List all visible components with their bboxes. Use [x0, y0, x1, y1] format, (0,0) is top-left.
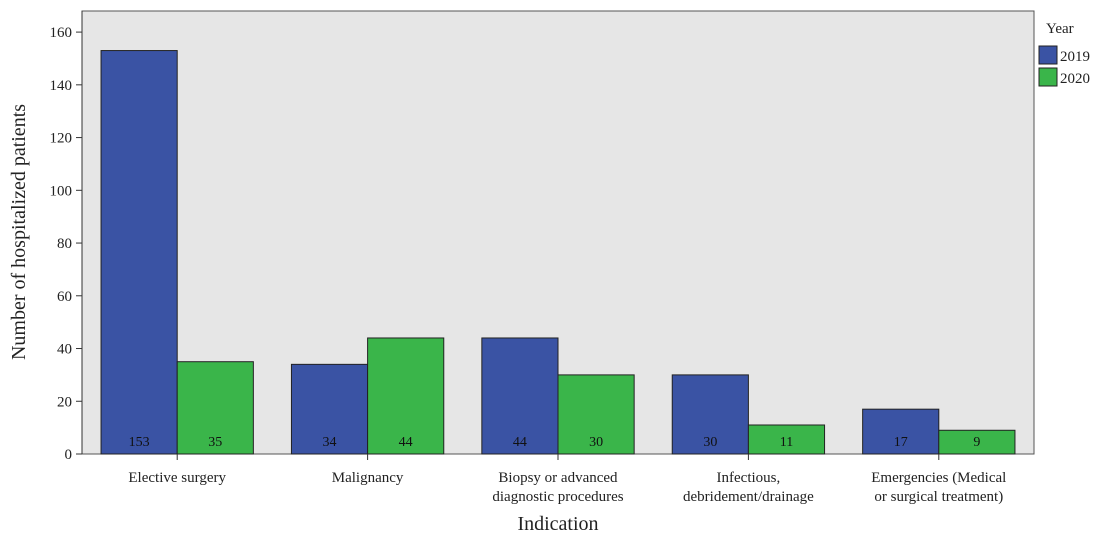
bar-2019	[100, 50, 178, 455]
bar-2019	[290, 363, 369, 455]
y-axis: 0 20 40 60 80 100 120 140 160	[50, 11, 83, 463]
bar-2019	[862, 408, 940, 455]
bar-2019	[481, 337, 559, 455]
x-category-label-line: Biopsy or advanced	[498, 470, 618, 486]
x-category-label-line: or surgical treatment)	[874, 489, 1003, 505]
y-tick-label: 100	[50, 183, 73, 199]
y-tick-label: 40	[57, 342, 72, 358]
bar-labels: 153 35 34 44 44 30 30 11 17 9	[129, 435, 981, 450]
bar-2020	[557, 374, 635, 455]
x-category-label-line: Elective surgery	[128, 470, 226, 486]
legend-title: Year	[1046, 21, 1074, 37]
bar-value-label: 34	[323, 435, 337, 450]
y-tick-label: 160	[50, 25, 73, 41]
bar-2020	[176, 361, 254, 455]
bar-value-label: 30	[703, 435, 717, 450]
bar-2020	[367, 337, 445, 455]
x-category-label: Infectious, debridement/drainage	[683, 470, 814, 505]
bar-value-label: 17	[894, 435, 908, 450]
legend-swatch-2020	[1038, 67, 1058, 87]
y-tick-label: 120	[50, 131, 73, 147]
x-category-label-line: Malignancy	[332, 470, 404, 486]
bar-2020	[747, 424, 826, 455]
bars	[100, 50, 1016, 455]
legend-label-2019: 2019	[1060, 49, 1090, 65]
bar-value-label: 9	[973, 435, 980, 450]
y-axis-title: Number of hospitalized patients	[8, 104, 30, 360]
bar-value-label: 44	[513, 435, 527, 450]
x-category-label: Malignancy	[332, 470, 404, 486]
x-category-label-line: debridement/drainage	[683, 489, 814, 505]
y-tick-label: 140	[50, 78, 73, 94]
x-category-label: Emergencies (Medical or surgical treatmen…	[871, 470, 1006, 505]
bar-value-label: 11	[780, 435, 793, 450]
x-category-label-line: Infectious,	[717, 470, 781, 486]
y-tick-label: 0	[65, 447, 73, 463]
bar-2019	[671, 374, 749, 455]
legend-swatch-2019	[1038, 45, 1058, 65]
y-tick-label: 80	[57, 236, 72, 252]
x-axis-title: Indication	[517, 513, 598, 535]
legend: Year 2019 2020	[1038, 21, 1090, 87]
x-axis: Elective surgery Malignancy Biopsy or adva…	[128, 454, 1006, 505]
x-category-label: Biopsy or advanced diagnostic procedures	[492, 470, 623, 505]
x-category-label: Elective surgery	[128, 470, 226, 486]
y-tick-label: 20	[57, 394, 72, 410]
bar-value-label: 153	[129, 435, 150, 450]
x-category-label-line: Emergencies (Medical	[871, 470, 1006, 486]
bar-2020	[938, 429, 1016, 455]
bar-value-label: 30	[589, 435, 603, 450]
bar-value-label: 44	[399, 435, 413, 450]
legend-label-2020: 2020	[1060, 71, 1090, 87]
y-tick-label: 60	[57, 289, 72, 305]
bar-value-label: 35	[208, 435, 222, 450]
x-category-label-line: diagnostic procedures	[492, 489, 623, 505]
